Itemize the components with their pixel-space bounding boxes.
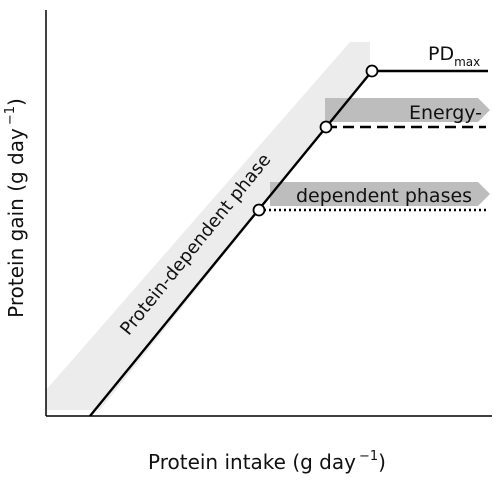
- energy-label-bottom: dependent phases: [296, 185, 472, 207]
- breakpoint-pdmax: [365, 64, 379, 78]
- protein-dependent-band: [46, 42, 370, 410]
- x-axis-exponent: −1: [359, 449, 378, 464]
- protein-dependent-phase-label: Protein-dependent phase: [116, 150, 275, 340]
- breakpoint-energy-lower: [252, 203, 266, 217]
- pdmax-subscript: max: [454, 55, 480, 69]
- pdmax-label: PDmax: [428, 43, 480, 69]
- breakpoint-energy-upper: [319, 120, 333, 134]
- energy-arrow-lower: [270, 182, 490, 206]
- y-axis-exponent: −1: [3, 106, 18, 125]
- y-axis-label: Protein gain (g day−1): [3, 98, 28, 318]
- energy-label-top: Energy-: [409, 102, 482, 124]
- energy-arrow-upper: [325, 98, 490, 122]
- x-axis-label: Protein intake (g day −1): [148, 449, 386, 474]
